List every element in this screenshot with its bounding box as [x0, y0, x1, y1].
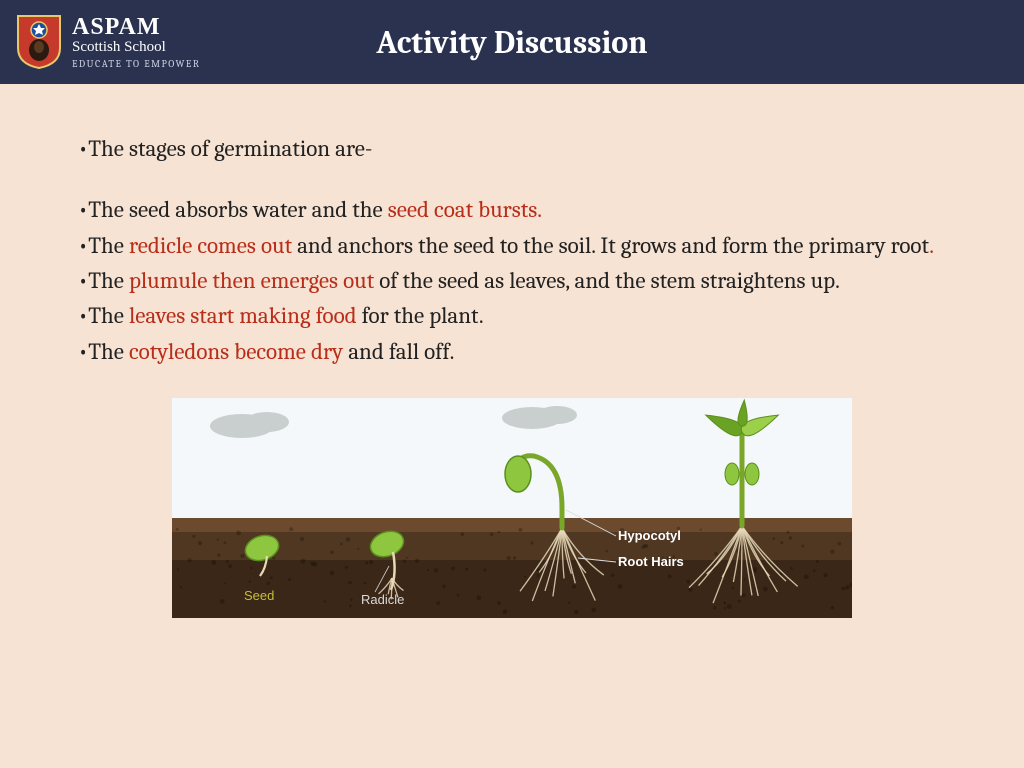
- bullet-3: •The plumule then emerges out of the see…: [78, 264, 946, 297]
- svg-text:Hypocotyl: Hypocotyl: [618, 528, 681, 543]
- school-crest-icon: [16, 14, 62, 70]
- svg-text:Root Hairs: Root Hairs: [618, 554, 684, 569]
- bullet-4: •The leaves start making food for the pl…: [78, 299, 946, 332]
- page-title: Activity Discussion: [376, 24, 647, 61]
- svg-text:Seed: Seed: [244, 588, 274, 603]
- content-area: •The stages of germination are- •The see…: [0, 84, 1024, 618]
- bullet-5: •The cotyledons become dry and fall off.: [78, 335, 946, 368]
- header-bar: ASPAM Scottish School EDUCATE TO EMPOWER…: [0, 0, 1024, 84]
- school-subtitle: Scottish School: [72, 40, 200, 56]
- bullet-intro: •The stages of germination are-: [78, 132, 946, 165]
- bullet-1: •The seed absorbs water and the seed coa…: [78, 193, 946, 226]
- school-logo-block: ASPAM Scottish School EDUCATE TO EMPOWER: [0, 14, 200, 70]
- school-name: ASPAM: [72, 15, 200, 40]
- svg-text:Radicle: Radicle: [361, 592, 404, 607]
- bullet-2: •The redicle comes out and anchors the s…: [78, 229, 946, 262]
- school-tagline: EDUCATE TO EMPOWER: [72, 59, 200, 70]
- germination-diagram: Seed Radicle Hypocotyl Root Hairs: [172, 398, 852, 618]
